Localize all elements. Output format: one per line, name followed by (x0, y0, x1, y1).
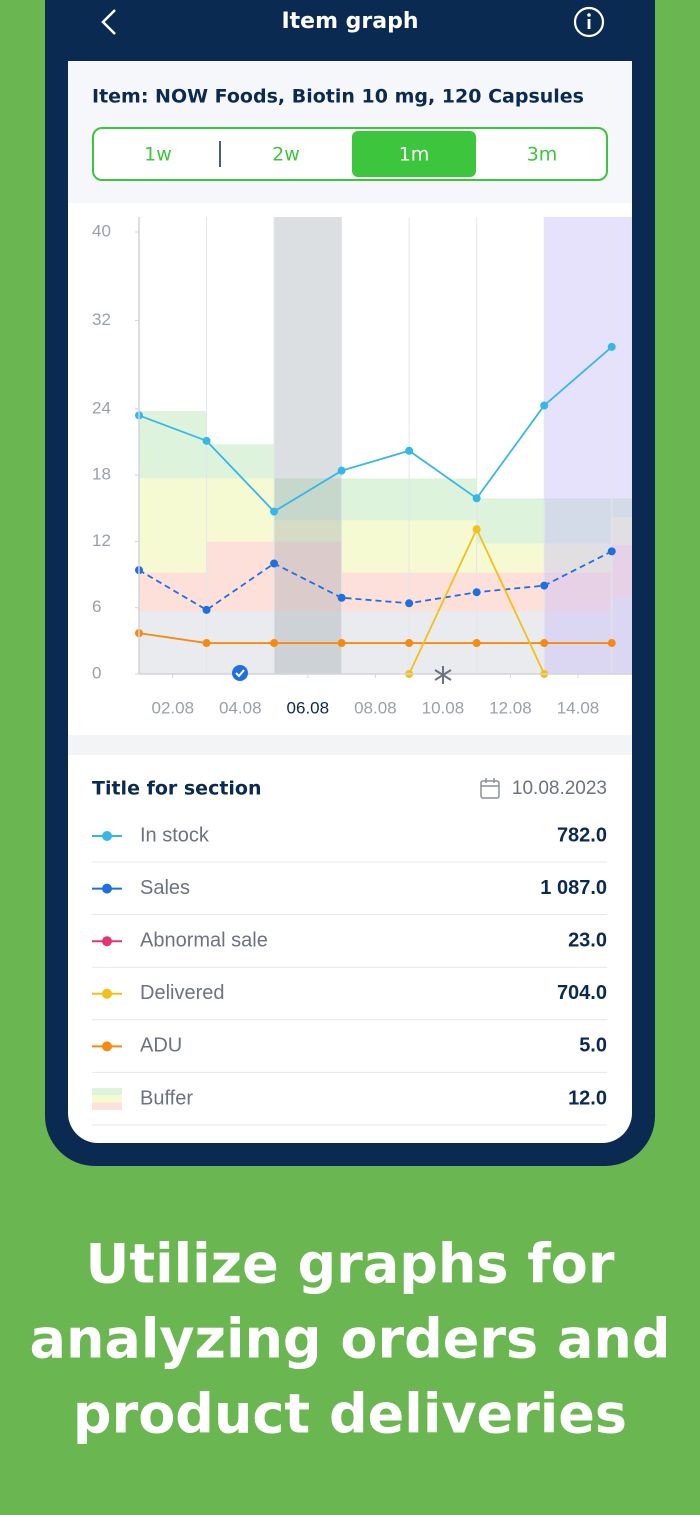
x-tick-label: 12.08 (489, 698, 532, 717)
legend-dot (102, 883, 112, 894)
row-name: Sales (140, 877, 190, 899)
selected-range (274, 217, 342, 674)
series-point (270, 639, 279, 648)
forecast-range (544, 217, 632, 674)
series-point (540, 639, 549, 648)
buffer-band (206, 444, 275, 479)
row-value: 704.0 (557, 982, 607, 1004)
legend-dot (102, 988, 112, 999)
series-line (138, 632, 612, 644)
row-value: 782.0 (557, 824, 607, 846)
y-tick-label: 12 (92, 531, 111, 550)
event-check[interactable] (232, 665, 248, 681)
series-point (337, 639, 346, 648)
calendar-icon (480, 778, 500, 799)
tab[interactable]: 1m (399, 144, 430, 166)
series-point (607, 342, 616, 351)
buffer-band (206, 478, 275, 542)
divider (68, 735, 632, 755)
buffer-band (611, 544, 632, 598)
series-point (472, 588, 481, 597)
legend-swatch (92, 1095, 122, 1103)
buffer-band (139, 411, 207, 479)
row-name: ADU (140, 1035, 182, 1057)
row-name: Abnormal sale (140, 929, 268, 951)
row-value: 5.0 (579, 1035, 607, 1057)
section-date: 10.08.2023 (512, 778, 607, 799)
series-point (607, 547, 616, 556)
tab-selected (352, 131, 476, 177)
x-tick-label: 14.08 (557, 698, 600, 717)
buffer-band (139, 478, 207, 573)
tab-bar (92, 127, 608, 181)
series-point (337, 593, 346, 602)
legend-dot (102, 936, 112, 947)
x-tick-label: 08.08 (354, 698, 397, 717)
series-point (202, 639, 211, 648)
buffer-band (139, 572, 207, 612)
row-value: 23.0 (568, 929, 607, 951)
buffer-band (611, 517, 632, 545)
series-point (270, 559, 279, 568)
x-tick-label: 02.08 (151, 698, 194, 717)
series-point (472, 525, 481, 534)
event-asterisk[interactable] (434, 666, 452, 684)
row-value: 1 087.0 (540, 877, 607, 899)
headline-line: analyzing orders and (30, 1308, 671, 1371)
series-line (138, 346, 613, 513)
series-point (472, 639, 481, 648)
headline-line: Utilize graphs for (85, 1233, 614, 1296)
buffer-band (611, 498, 632, 518)
buffer-band (274, 541, 342, 612)
info-button[interactable] (573, 6, 605, 38)
header-title: Item graph (281, 9, 418, 34)
series-point (202, 605, 211, 614)
series-point (405, 446, 414, 455)
series-point (337, 466, 346, 475)
y-tick-label: 40 (92, 221, 111, 240)
series-point (540, 401, 549, 410)
series-line (138, 550, 613, 611)
buffer-band (139, 611, 207, 674)
headline-line: product deliveries (73, 1383, 627, 1446)
buffer-band (611, 597, 632, 674)
y-tick-label: 32 (92, 310, 111, 329)
y-tick-label: 6 (92, 597, 101, 616)
tab[interactable]: 1w (144, 144, 172, 166)
x-tick-label: 10.08 (422, 698, 465, 717)
x-tick-label: 06.08 (287, 698, 330, 717)
legend-dot (102, 1041, 112, 1052)
series-point (405, 599, 414, 608)
section-title: Title for section (92, 778, 262, 800)
row-name: In stock (140, 824, 210, 846)
y-tick-label: 24 (92, 398, 111, 417)
legend-swatch (92, 1088, 122, 1096)
back-button[interactable] (101, 9, 116, 35)
row-value: 12.0 (568, 1087, 607, 1109)
tab[interactable]: 3m (527, 144, 558, 166)
series-point (270, 507, 279, 516)
tab[interactable]: 2w (272, 144, 300, 166)
row-name: Buffer (140, 1087, 193, 1109)
series-point (540, 581, 549, 590)
series-point (405, 639, 414, 648)
item-label: Item: NOW Foods, Biotin 10 mg, 120 Capsu… (92, 86, 584, 108)
x-tick-label: 04.08 (219, 698, 262, 717)
y-tick-label: 18 (92, 465, 111, 484)
buffer-band (206, 541, 275, 612)
legend-dot (102, 831, 112, 841)
y-tick-label: 0 (92, 663, 101, 682)
buffer-band (274, 520, 342, 542)
buffer-band (274, 478, 342, 521)
legend-swatch (92, 1102, 122, 1110)
series-point (472, 494, 481, 503)
series-point (607, 639, 616, 648)
row-name: Delivered (140, 982, 224, 1004)
series-point (202, 436, 211, 445)
